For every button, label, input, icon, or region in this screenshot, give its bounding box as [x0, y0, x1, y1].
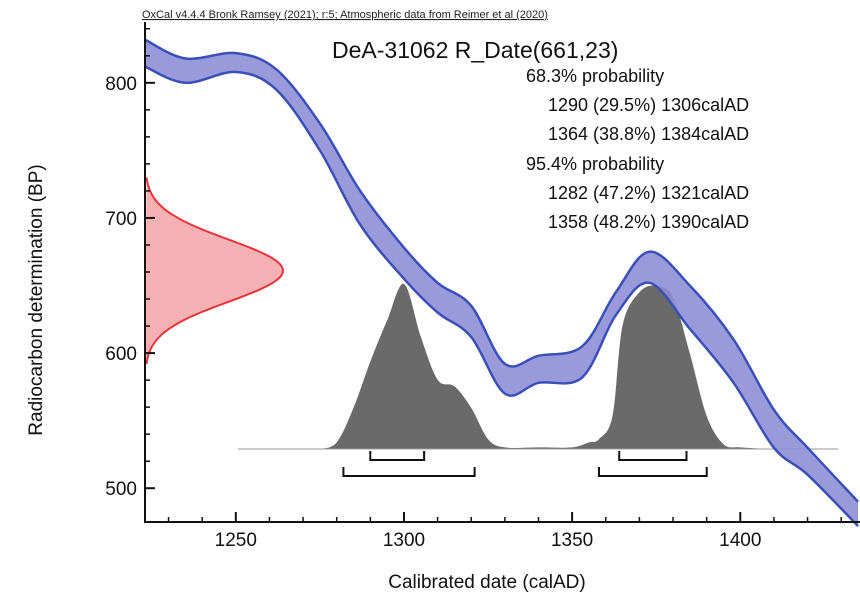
x-tick-label: 1300 [383, 530, 425, 551]
range-95-bracket [598, 467, 708, 477]
calibration-curve-upper [144, 38, 859, 503]
plot-series [144, 38, 859, 527]
y-tick-label: 500 [105, 479, 137, 500]
x-tick-label: 1250 [215, 530, 257, 551]
calibration-curve-lower [144, 65, 859, 527]
probability-line: 1290 (29.5%) 1306calAD [548, 95, 749, 115]
range-95-bracket [342, 467, 476, 477]
posterior-distribution [319, 283, 774, 449]
y-tick-label: 600 [105, 344, 137, 365]
range-68-bracket [369, 451, 426, 461]
axes: 500 600 700 800 1250 1300 1350 1400 [105, 22, 860, 551]
radiocarbon-distribution [145, 177, 283, 364]
x-tick-label: 1400 [719, 530, 761, 551]
probability-line: 1358 (48.2%) 1390calAD [548, 212, 749, 232]
probability-annotations: 68.3% probability 1290 (29.5%) 1306calAD 1… [526, 66, 749, 232]
probability-line: 95.4% probability [526, 154, 664, 174]
probability-line: 68.3% probability [526, 66, 664, 86]
y-tick-label: 700 [105, 209, 137, 230]
probability-line: 1282 (47.2%) 1321calAD [548, 183, 749, 203]
chart-credit: OxCal v4.4.4 Bronk Ramsey (2021); r:5; A… [142, 9, 548, 21]
range-68-bracket [618, 451, 688, 461]
x-tick-label: 1350 [551, 530, 593, 551]
chart-title: DeA-31062 R_Date(661,23) [332, 37, 618, 63]
probability-line: 1364 (38.8%) 1384calAD [548, 124, 749, 144]
x-axis-label: Calibrated date (calAD) [388, 572, 585, 593]
y-axis-label: Radiocarbon determination (BP) [26, 164, 47, 435]
y-tick-label: 800 [105, 74, 137, 95]
radiocarbon-distribution-outline [145, 177, 284, 365]
